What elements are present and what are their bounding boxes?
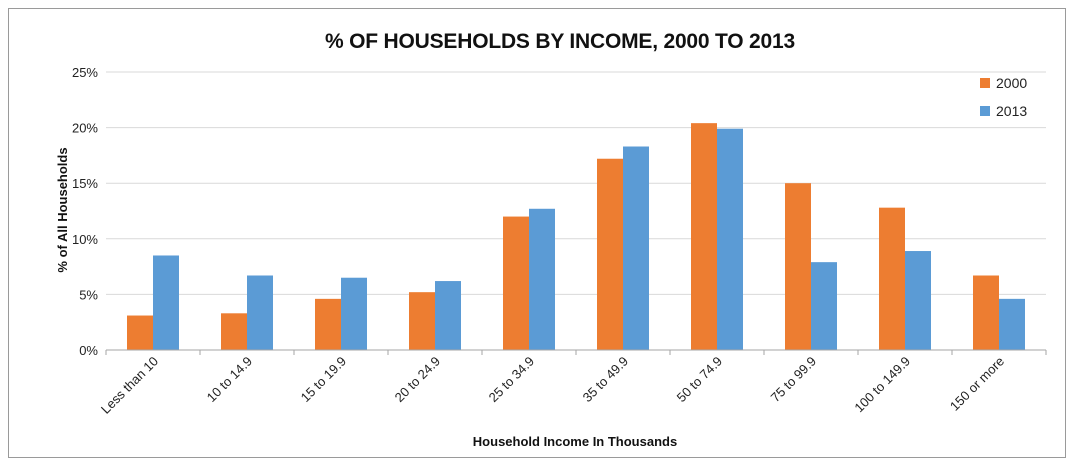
bar-2000-8 [879,207,905,350]
bar-2013-2 [341,277,367,350]
bar-2013-3 [435,281,461,350]
bar-2013-9 [999,298,1025,350]
x-tick-label: 25 to 34.9 [486,354,537,405]
x-tick-labels: Less than 10 10 to 14.9 15 to 19.9 20 to 24… [98,354,1007,417]
bar-2000-3 [409,292,435,350]
legend-swatch-2000 [980,78,990,88]
y-tick-label: 20% [72,121,98,136]
legend: 2000 2013 [980,75,1027,119]
legend-label-2013: 2013 [996,103,1027,119]
bar-2000-6 [691,123,717,350]
bar-2000-9 [973,275,999,350]
bar-2000-1 [221,313,247,350]
bar-2000-7 [785,183,811,350]
y-tick-label: 15% [72,176,98,191]
bar-2000-2 [315,298,341,350]
x-tick-label: 100 to 149.9 [851,354,913,416]
y-tick-label: 0% [79,343,98,358]
axes [105,349,1047,355]
bar-2000-0 [127,315,153,350]
bar-2013-5 [623,146,649,350]
x-tick-label: 50 to 74.9 [674,354,725,405]
bar-2013-8 [905,251,931,350]
y-tick-labels: 0% 5% 10% 15% 20% 25% [72,65,98,358]
y-axis-label: % of All Households [55,147,70,272]
x-axis-label: Household Income In Thousands [473,434,677,449]
bar-2013-6 [717,128,743,350]
x-tick-label: 10 to 14.9 [204,354,255,405]
x-tick-label: 15 to 19.9 [298,354,349,405]
bar-2000-5 [597,158,623,350]
x-tick-label: Less than 10 [98,354,161,417]
x-tick-label: 35 to 49.9 [580,354,631,405]
y-tick-label: 25% [72,65,98,80]
bars [127,123,1025,350]
bar-2013-1 [247,275,273,350]
y-tick-label: 10% [72,232,98,247]
bar-2013-4 [529,208,555,350]
x-tick-label: 150 or more [947,354,1007,414]
bar-2013-7 [811,262,837,350]
legend-label-2000: 2000 [996,75,1027,91]
bar-2000-4 [503,216,529,350]
x-tick-label: 75 to 99.9 [768,354,819,405]
bar-2013-0 [153,255,179,350]
y-tick-label: 5% [79,287,98,302]
x-tick-label: 20 to 24.9 [392,354,443,405]
legend-swatch-2013 [980,106,990,116]
chart-title: % OF HOUSEHOLDS BY INCOME, 2000 TO 2013 [325,30,795,53]
